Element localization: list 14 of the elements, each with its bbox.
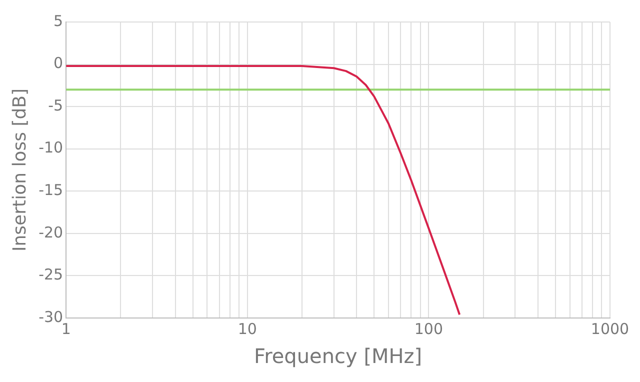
y-tick-label: -10 bbox=[38, 138, 64, 157]
y-tick-label: -20 bbox=[38, 223, 64, 242]
y-tick-label: 0 bbox=[54, 54, 64, 72]
x-axis-title: Frequency [MHz] bbox=[254, 344, 422, 368]
y-tick-label: -15 bbox=[38, 181, 64, 200]
y-tick-label: 5 bbox=[54, 12, 64, 30]
y-tick-label: -30 bbox=[38, 308, 64, 326]
x-tick-label: 100 bbox=[414, 320, 444, 338]
x-tick-label: 1 bbox=[61, 320, 71, 338]
y-axis-title: Insertion loss [dB] bbox=[9, 88, 30, 252]
y-tick-label: -25 bbox=[38, 266, 64, 284]
x-tick-label: 1000 bbox=[590, 320, 630, 338]
x-tick-label: 10 bbox=[238, 320, 257, 338]
y-tick-label: -5 bbox=[48, 96, 64, 114]
